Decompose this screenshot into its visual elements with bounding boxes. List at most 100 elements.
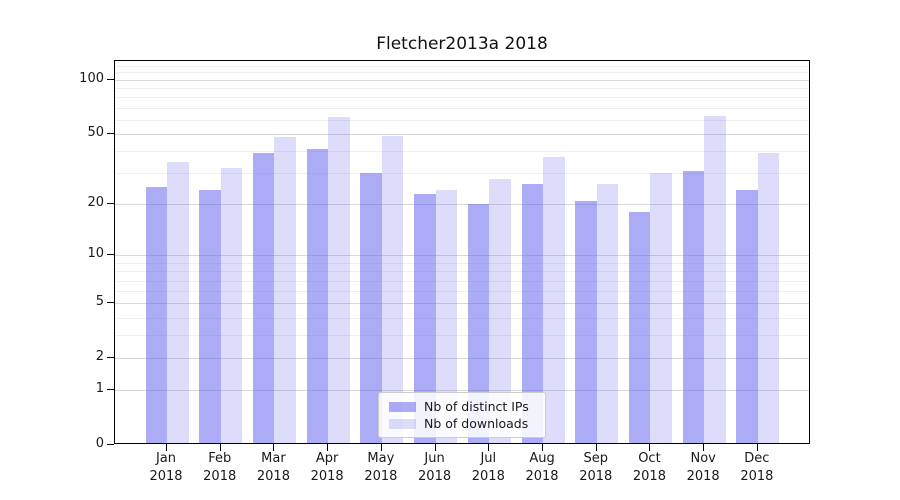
- bar-nb-of-downloads: [650, 173, 672, 443]
- gridline-minor: [115, 107, 809, 109]
- y-tick-label: 5: [95, 294, 104, 310]
- bar-nb-of-downloads: [220, 168, 243, 443]
- x-tick-month: Oct: [638, 451, 661, 466]
- x-tick-year: 2018: [525, 469, 559, 484]
- y-tick-label: 0: [95, 436, 104, 451]
- x-tick-mark: [273, 444, 275, 451]
- x-tick-year: 2018: [310, 469, 344, 484]
- y-tick-mark: [107, 78, 114, 80]
- x-tick-mark: [219, 444, 221, 451]
- x-tick-month: Dec: [744, 451, 770, 466]
- gridline-minor: [115, 97, 809, 99]
- x-tick-label: Nov 2018: [671, 450, 735, 486]
- x-tick-mark: [703, 444, 705, 451]
- gridline-minor: [115, 65, 809, 67]
- bar-nb-of-distinct-ips: [252, 153, 275, 443]
- x-tick-label: May 2018: [349, 450, 413, 486]
- bar-nb-of-distinct-ips: [145, 187, 167, 443]
- x-tick-label: Dec 2018: [725, 450, 789, 486]
- gridline-major: [115, 79, 809, 81]
- x-tick-month: Feb: [208, 451, 232, 466]
- legend-item-distinct-ips: Nb of distinct IPs: [389, 398, 535, 415]
- bar-nb-of-downloads: [596, 184, 619, 443]
- gridline-minor: [115, 335, 809, 337]
- gridline-major: [115, 303, 809, 305]
- x-tick-month: Jan: [155, 451, 177, 466]
- x-tick-month: Sep: [583, 451, 608, 466]
- bar-nb-of-downloads: [543, 157, 565, 443]
- x-tick-label: Feb 2018: [188, 450, 252, 486]
- y-tick-mark: [107, 444, 114, 445]
- bar-nb-of-distinct-ips: [575, 200, 597, 443]
- x-tick-year: 2018: [471, 469, 505, 484]
- x-tick-label: Mar 2018: [241, 450, 305, 486]
- x-tick-label: Oct 2018: [617, 450, 681, 486]
- bar-nb-of-downloads: [167, 161, 189, 443]
- y-tick-mark: [107, 133, 114, 134]
- plot-area: [114, 60, 810, 444]
- gridline-minor: [115, 262, 809, 264]
- gridline-major: [115, 204, 809, 206]
- x-tick-month: Jul: [480, 451, 497, 466]
- legend-item-downloads: Nb of downloads: [389, 415, 535, 432]
- gridline-major: [115, 390, 809, 392]
- legend: Nb of distinct IPs Nb of downloads: [378, 392, 546, 438]
- legend-label-distinct-ips: Nb of distinct IPs: [424, 399, 529, 414]
- x-tick-mark: [649, 444, 651, 451]
- x-tick-label: Aug 2018: [510, 450, 574, 486]
- x-tick-label: Apr 2018: [295, 450, 359, 486]
- x-tick-mark: [488, 444, 490, 451]
- bar-nb-of-downloads: [757, 153, 780, 443]
- x-tick-label: Jun 2018: [403, 450, 467, 486]
- gridline-minor: [115, 280, 809, 282]
- x-tick-month: Apr: [315, 451, 339, 466]
- gridline-major: [115, 134, 809, 135]
- x-tick-month: Jun: [424, 451, 445, 466]
- x-tick-year: 2018: [418, 469, 452, 484]
- x-tick-month: Nov: [690, 451, 716, 466]
- bar-nb-of-downloads: [274, 137, 296, 443]
- bar-nb-of-downloads: [489, 178, 511, 443]
- gridline-minor: [115, 291, 809, 293]
- x-tick-mark: [380, 444, 382, 451]
- bar-nb-of-downloads: [381, 135, 404, 443]
- gridline-minor: [115, 119, 809, 121]
- bar-nb-of-distinct-ips: [414, 193, 436, 443]
- gridline-minor: [115, 72, 809, 74]
- x-tick-year: 2018: [632, 469, 666, 484]
- gridline-minor: [115, 88, 809, 90]
- x-tick-label: Jul 2018: [456, 450, 520, 486]
- bar-nb-of-distinct-ips: [306, 149, 329, 443]
- x-tick-mark: [434, 444, 436, 451]
- y-tick-mark: [107, 389, 114, 391]
- bar-nb-of-distinct-ips: [736, 190, 758, 443]
- x-tick-label: Sep 2018: [564, 450, 628, 486]
- x-tick-mark: [542, 444, 544, 451]
- x-tick-month: Aug: [529, 451, 555, 466]
- bar-nb-of-distinct-ips: [521, 184, 544, 443]
- bar-nb-of-distinct-ips: [628, 212, 651, 443]
- gridline-minor: [115, 317, 809, 319]
- x-tick-mark: [756, 444, 758, 451]
- x-tick-year: 2018: [149, 469, 183, 484]
- x-tick-mark: [327, 444, 329, 451]
- gridline-major: [115, 358, 809, 360]
- chart-title: Fletcher2013a 2018: [376, 34, 548, 54]
- x-tick-year: 2018: [686, 469, 720, 484]
- x-tick-label: Jan 2018: [134, 450, 198, 486]
- y-tick-label: 20: [87, 195, 104, 211]
- y-tick-label: 10: [87, 246, 104, 262]
- bar-nb-of-distinct-ips: [682, 170, 705, 443]
- x-tick-year: 2018: [364, 469, 398, 484]
- gridline-minor: [115, 173, 809, 175]
- bar-nb-of-distinct-ips: [199, 190, 221, 443]
- legend-label-downloads: Nb of downloads: [424, 416, 529, 431]
- x-tick-year: 2018: [203, 469, 237, 484]
- x-tick-mark: [595, 444, 597, 451]
- gridline-minor: [115, 151, 809, 153]
- bar-nb-of-distinct-ips: [360, 173, 382, 443]
- x-tick-mark: [166, 444, 167, 451]
- gridline-minor: [115, 271, 809, 273]
- legend-swatch-downloads: [389, 418, 416, 429]
